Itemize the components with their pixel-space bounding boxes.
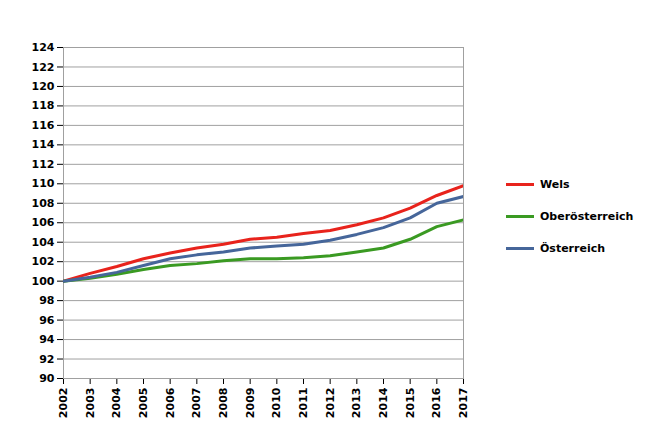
svg-text:94: 94 bbox=[39, 333, 55, 346]
svg-text:2011: 2011 bbox=[297, 388, 310, 419]
svg-text:104: 104 bbox=[32, 236, 55, 249]
svg-text:116: 116 bbox=[32, 119, 55, 132]
svg-text:118: 118 bbox=[32, 99, 55, 112]
svg-text:2013: 2013 bbox=[350, 388, 363, 419]
svg-text:2012: 2012 bbox=[324, 388, 337, 419]
svg-text:2015: 2015 bbox=[404, 388, 417, 419]
svg-text:2009: 2009 bbox=[244, 388, 257, 419]
svg-text:2014: 2014 bbox=[377, 387, 390, 418]
svg-text:98: 98 bbox=[39, 294, 54, 307]
svg-text:102: 102 bbox=[32, 255, 55, 268]
svg-text:2005: 2005 bbox=[137, 388, 150, 419]
svg-text:114: 114 bbox=[32, 138, 55, 151]
svg-text:120: 120 bbox=[32, 80, 55, 93]
svg-text:2003: 2003 bbox=[84, 388, 97, 419]
svg-text:122: 122 bbox=[32, 60, 55, 73]
html-text:Wels: Wels bbox=[540, 177, 570, 191]
svg-text:90: 90 bbox=[39, 372, 55, 385]
svg-text:2004: 2004 bbox=[110, 387, 123, 418]
svg-text:2017: 2017 bbox=[457, 388, 470, 419]
html-text:Österreich: Österreich bbox=[540, 241, 606, 255]
svg-text:110: 110 bbox=[32, 177, 55, 190]
svg-text:100: 100 bbox=[32, 275, 55, 288]
svg-text:108: 108 bbox=[32, 197, 55, 210]
svg-text:2016: 2016 bbox=[430, 387, 443, 418]
svg-text:92: 92 bbox=[39, 353, 54, 366]
svg-text:112: 112 bbox=[32, 158, 55, 171]
svg-text:2002: 2002 bbox=[57, 388, 70, 419]
svg-text:2007: 2007 bbox=[190, 388, 203, 419]
svg-text:96: 96 bbox=[39, 314, 55, 327]
svg-text:2010: 2010 bbox=[270, 387, 283, 418]
svg-text:2008: 2008 bbox=[217, 388, 230, 419]
svg-text:106: 106 bbox=[32, 216, 55, 229]
html-text:Oberösterreich: Oberösterreich bbox=[540, 209, 634, 223]
svg-text:2006: 2006 bbox=[164, 387, 177, 418]
svg-text:124: 124 bbox=[32, 41, 55, 54]
